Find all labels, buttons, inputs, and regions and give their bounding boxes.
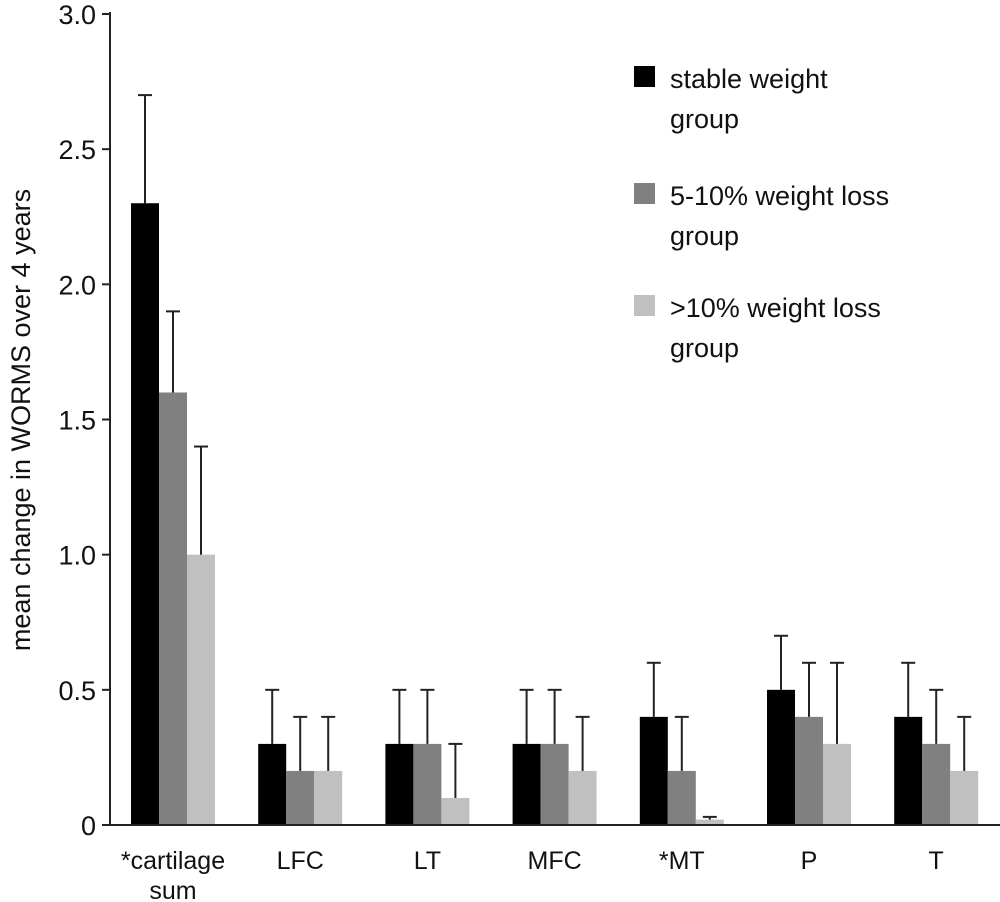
x-tick-label-6: T: [929, 847, 944, 875]
bar-0-0: [131, 203, 159, 825]
legend: stable weight group 5-10% weight loss group…: [634, 64, 889, 363]
x-tick-label-3: MFC: [528, 847, 582, 875]
bar-2-2: [441, 797, 470, 825]
bar-6-0: [894, 716, 923, 825]
bar-0-2: [187, 554, 215, 825]
bar-4-2: [695, 819, 724, 825]
bar-3-2: [568, 770, 597, 825]
legend-label-1: 5-10% weight loss: [670, 181, 889, 211]
y-tick-label-2: 1.0: [58, 541, 96, 571]
legend-label-0: stable weight: [670, 64, 828, 94]
bar-5-0: [767, 689, 795, 825]
legend-label-2: >10% weight loss: [670, 293, 881, 323]
x-tick-label-4: *MT: [659, 847, 705, 875]
y-tick-label-3: 1.5: [58, 406, 96, 436]
bar-6-2: [950, 770, 979, 825]
y-axis-label: mean change in WORMS over 4 years: [6, 189, 36, 651]
y-tick-label-6: 3.0: [58, 0, 96, 30]
y-tick-label-0: 0: [81, 811, 96, 841]
bar-5-1: [795, 716, 823, 825]
error-bars-layer: [138, 94, 972, 820]
bar-5-2: [823, 743, 851, 825]
legend-label-0-line1: group: [670, 104, 739, 134]
y-tick-label-4: 2.0: [58, 270, 96, 300]
bar-3-0: [512, 743, 541, 825]
bar-4-0: [639, 716, 668, 825]
x-tick-label-1: LFC: [277, 847, 324, 875]
bar-0-1: [159, 392, 187, 825]
bar-2-0: [385, 743, 414, 825]
bar-3-1: [540, 743, 569, 825]
bar-1-0: [258, 743, 287, 825]
x-tick-label-0: *cartilage: [121, 847, 225, 875]
legend-label-1-line1: group: [670, 221, 739, 251]
y-tick-label-1: 0.5: [58, 676, 96, 706]
legend-swatch-2: [634, 295, 655, 316]
x-tick-label-2: LT: [414, 847, 441, 875]
bar-2-1: [413, 743, 442, 825]
legend-label-2-line1: group: [670, 333, 739, 363]
bar-4-1: [667, 770, 696, 825]
bar-1-1: [286, 770, 315, 825]
x-tick-label-0-line1: sum: [149, 877, 196, 902]
bar-1-2: [314, 770, 343, 825]
bars-layer: [131, 203, 979, 825]
bar-6-1: [922, 743, 951, 825]
legend-swatch-0: [634, 66, 655, 87]
y-tick-label-5: 2.5: [58, 135, 96, 165]
legend-swatch-1: [634, 183, 655, 204]
x-tick-label-5: P: [801, 847, 818, 875]
